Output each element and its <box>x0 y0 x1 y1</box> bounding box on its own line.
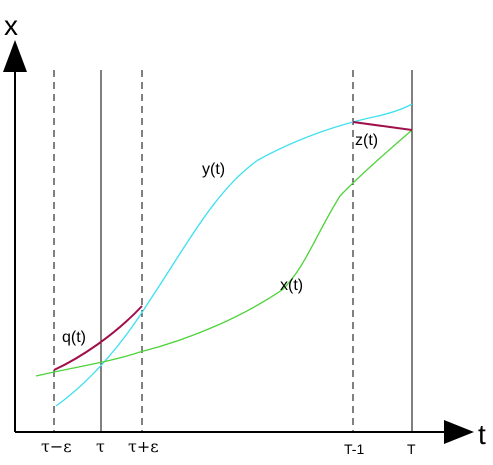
tick-t-minus-1: T-1 <box>344 441 364 457</box>
label-y-curve: y(t) <box>202 161 225 178</box>
label-q-curve: q(t) <box>62 329 86 346</box>
y-curve <box>55 103 413 407</box>
x-axis-label: t <box>478 419 486 450</box>
label-x-curve: x(t) <box>280 277 303 294</box>
x-curve <box>35 129 413 377</box>
q-curve <box>53 305 143 371</box>
x-axis-arrow-icon <box>444 420 474 444</box>
tick-tau-minus-eps: τ−ε <box>41 437 72 456</box>
z-curve <box>352 121 413 131</box>
label-z-curve: z(t) <box>355 132 378 149</box>
tick-t-end: T <box>407 441 416 457</box>
tick-tau: τ <box>96 437 105 456</box>
y-axis-arrow-icon <box>3 40 27 72</box>
y-axis-label: x <box>4 10 18 41</box>
tick-tau-plus-eps: τ+ε <box>128 437 159 456</box>
